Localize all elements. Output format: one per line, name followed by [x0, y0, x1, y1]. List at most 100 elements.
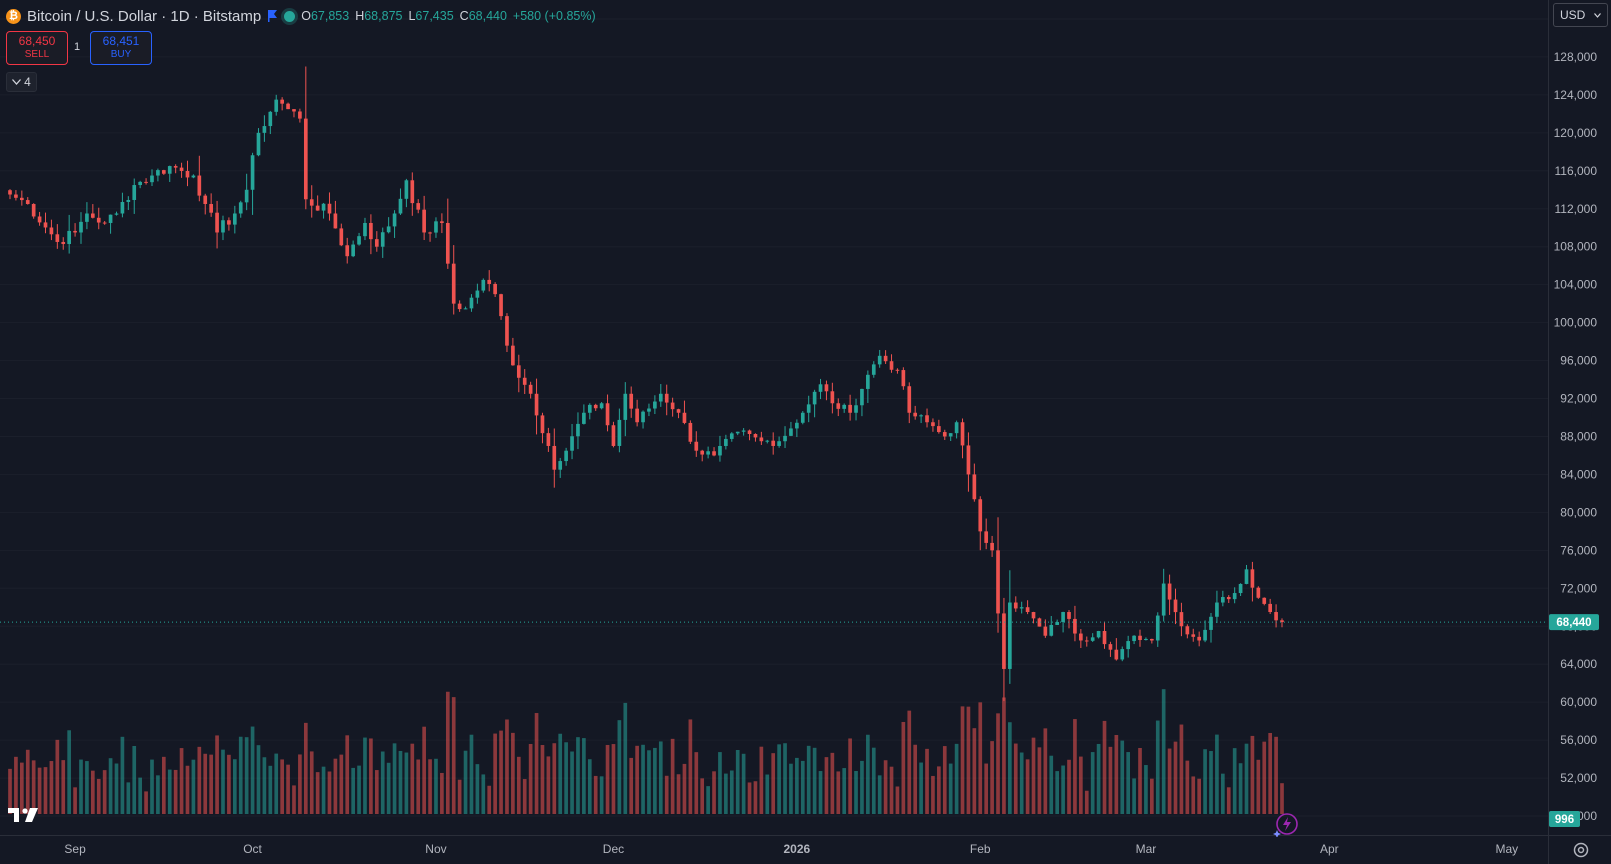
- volume-bar: [658, 741, 663, 814]
- time-axis[interactable]: Sep Oct Nov Dec 2026 Feb Mar Apr May: [64, 842, 1518, 856]
- volume-bar: [724, 773, 728, 814]
- volume-bar: [339, 754, 344, 814]
- candle-body: [919, 415, 923, 417]
- volume-bar: [274, 753, 279, 814]
- volume-bar: [457, 779, 462, 814]
- candle-body: [303, 118, 308, 200]
- candle-body: [8, 190, 12, 195]
- candle-body: [546, 433, 551, 446]
- candle-body: [516, 365, 521, 378]
- price-tick-label: 76,000: [1560, 543, 1597, 557]
- chevron-down-icon: [1594, 12, 1601, 18]
- candle-body: [1226, 597, 1231, 600]
- close-value: 68,440: [468, 9, 507, 23]
- volume-bar: [812, 747, 817, 814]
- volume-bar: [374, 770, 379, 814]
- candle-body: [1173, 599, 1178, 613]
- time-tick-label: 2026: [784, 842, 811, 856]
- volume-bar: [877, 775, 882, 814]
- volume-bar: [913, 744, 918, 814]
- volume-bar: [268, 765, 273, 814]
- volume-bar: [114, 763, 119, 814]
- volume-bar: [150, 759, 154, 814]
- volume-bar: [1114, 735, 1119, 814]
- buy-price: 68,451: [102, 34, 140, 48]
- volume-bar: [197, 746, 202, 814]
- candle-body: [440, 221, 444, 223]
- volume-bar: [286, 764, 290, 814]
- volume-bar: [363, 737, 367, 814]
- candle-body: [1238, 583, 1243, 594]
- volume-bar: [617, 720, 622, 814]
- volume-bar: [499, 730, 503, 814]
- flag-icon[interactable]: [267, 10, 278, 22]
- volume-bar: [664, 775, 669, 814]
- volume-bar: [31, 760, 36, 814]
- indicators-collapse-button[interactable]: 4: [6, 72, 37, 92]
- volume-bar: [1238, 763, 1243, 814]
- price-tick-label: 52,000: [1560, 771, 1597, 785]
- candle-body: [1102, 630, 1107, 645]
- volume-bar: [1203, 749, 1207, 814]
- volume-bar: [1073, 719, 1077, 814]
- buy-button[interactable]: 68,451 BUY: [90, 31, 152, 65]
- candle-body: [386, 226, 391, 233]
- volume-bar: [937, 766, 941, 814]
- candle-body: [1203, 629, 1207, 641]
- volume-bar: [386, 762, 391, 814]
- volume-bar: [682, 763, 687, 814]
- candle-body: [280, 99, 284, 104]
- volume-bar: [1120, 740, 1125, 814]
- volume-bar: [564, 742, 568, 814]
- volume-bar: [132, 745, 137, 814]
- symbol-legend: ₿ Bitcoin / U.S. Dollar · 1D · Bitstamp …: [6, 6, 596, 26]
- volume-bar: [167, 769, 172, 814]
- candle-body: [694, 441, 699, 451]
- high-value: 68,875: [364, 9, 403, 23]
- candle-body: [1280, 620, 1284, 623]
- price-axis[interactable]: 48,00052,00056,00060,00064,00068,00072,0…: [1554, 12, 1598, 823]
- candle-body: [978, 499, 983, 532]
- volume-bar: [954, 743, 959, 814]
- candle-body: [1108, 644, 1113, 650]
- candle-body: [866, 374, 870, 389]
- candle-body: [1256, 587, 1261, 598]
- gear-icon[interactable]: [1570, 839, 1592, 861]
- candle-body: [528, 384, 533, 394]
- candle-body: [144, 181, 148, 183]
- price-tick-label: 100,000: [1554, 316, 1598, 330]
- time-tick-label: May: [1495, 842, 1518, 856]
- price-tick-label: 108,000: [1554, 240, 1598, 254]
- sell-button[interactable]: 68,450 SELL: [6, 31, 68, 65]
- volume-bar: [996, 713, 1000, 814]
- currency-selector[interactable]: USD: [1553, 3, 1608, 27]
- symbol-title[interactable]: Bitcoin / U.S. Dollar · 1D · Bitstamp: [27, 7, 262, 25]
- candle-body: [1191, 634, 1196, 637]
- volume-bar: [984, 763, 989, 814]
- candle-body: [505, 316, 509, 346]
- market-open-icon: [284, 10, 296, 22]
- candle-body: [363, 222, 367, 237]
- candle-body: [1008, 602, 1012, 669]
- candle-body: [706, 451, 710, 455]
- volume-bar: [1037, 747, 1042, 814]
- time-tick-label: Nov: [425, 842, 446, 856]
- volume-bar: [67, 730, 71, 814]
- volume-bar: [871, 747, 876, 814]
- candle-body: [31, 204, 36, 217]
- candle-body: [1043, 626, 1048, 636]
- volume-bar: [1173, 741, 1178, 814]
- ai-assistant-icon[interactable]: [1273, 811, 1299, 837]
- volume-bar: [587, 759, 592, 814]
- candle-body: [682, 412, 687, 423]
- candle-body: [374, 239, 379, 247]
- candle-body: [108, 214, 113, 223]
- volume-bar: [706, 786, 710, 814]
- tradingview-logo-icon[interactable]: [8, 806, 42, 824]
- volume-bar: [1280, 783, 1284, 814]
- buy-label: BUY: [110, 49, 132, 60]
- volume-bar: [1090, 752, 1095, 814]
- candle-body: [120, 201, 125, 214]
